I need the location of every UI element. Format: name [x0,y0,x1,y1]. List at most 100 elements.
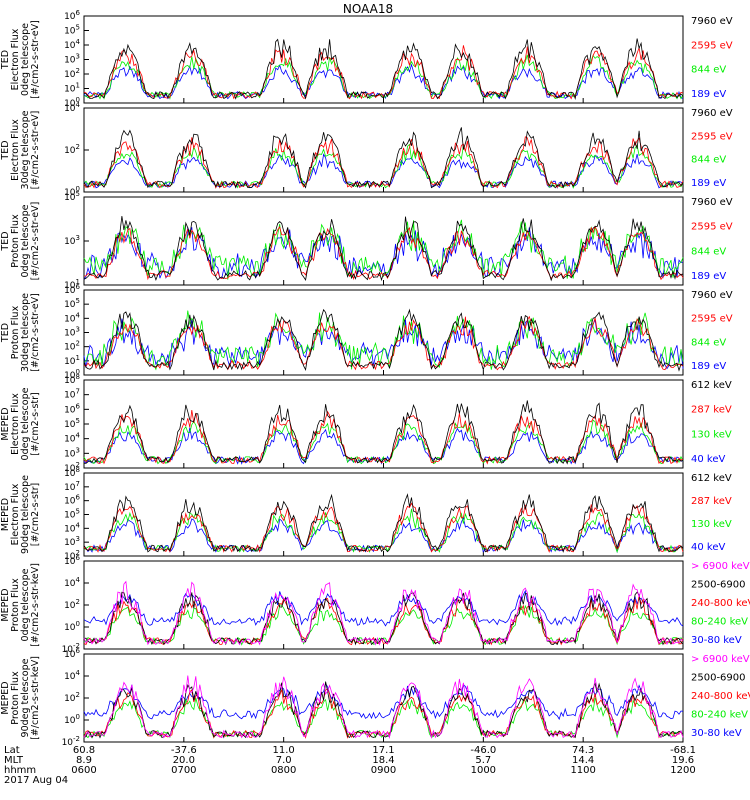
y-tick-label: 106 [64,647,80,660]
series-trace-red [83,688,684,739]
legend-entry: 2595 eV [691,314,733,325]
y-tick-label: 105 [64,24,80,37]
y-tick-label: 101 [64,354,80,367]
y-tick-label: 101 [64,278,80,291]
x-tick-mlt: 8.9 [76,755,92,766]
x-tick-lat: 60.8 [73,745,95,756]
x-tick-mlt: 7.0 [276,755,292,766]
legend-entry: 2595 eV [691,40,733,51]
y-axis-label-line: MEPED [0,681,11,714]
x-tick-lat: -37.6 [171,745,197,756]
panel-frame [83,196,684,286]
y-tick-label: 103 [64,535,80,548]
y-axis-label-line: Proton Flux [10,214,21,268]
y-axis-label-line: 0deg telescope [20,204,31,277]
legend-entry: 7960 eV [691,108,733,119]
y-tick-label: 100 [64,620,80,633]
y-tick-label: 100 [64,185,80,198]
series-trace-blue [83,63,684,100]
y-axis-label: TEDProton Flux0deg telescope[#/cm2-s-str… [0,202,41,281]
y-axis-label-line: 90deg telescope [20,475,31,554]
panel-3: 101 103 105 TEDProton Flux0deg telescope[#/… [0,190,733,291]
legend-entry: 287 keV [691,496,732,507]
y-axis-label-line: 0deg telescope [20,387,31,460]
y-tick-label: 103 [64,234,80,247]
y-tick-label: 100 [64,96,80,109]
x-axis-row-label: Lat [4,745,20,756]
y-axis-label-line: TED [0,140,11,160]
y-axis-label-line: Electron Flux [10,483,21,545]
legend-entry: 844 eV [691,246,726,257]
x-tick-lat: 74.3 [572,745,594,756]
y-tick-label: 106 [64,9,80,22]
legend-entry: 189 eV [691,361,726,372]
y-axis-label-line: Proton Flux [10,671,21,725]
y-tick-label: 102 [64,549,80,562]
series-trace-green [84,54,684,100]
legend-entry: 844 eV [691,65,726,76]
y-tick-label: 102 [64,691,80,704]
y-tick-label: 105 [64,508,80,521]
y-tick-label: 108 [64,466,80,479]
x-axis-row-label: MLT [4,755,24,766]
series-trace-red [83,225,684,281]
y-axis-label-line: MEPED [0,498,11,531]
series-trace-magenta [83,675,684,740]
legend-entry: 287 keV [691,405,732,416]
x-tick-mlt: 20.0 [173,755,195,766]
y-tick-label: 10-2 [62,735,80,748]
legend-entry: 2595 eV [691,222,733,233]
y-tick-label: 103 [64,53,80,66]
y-tick-label: 105 [64,417,80,430]
y-axis-label-line: Proton Flux [10,305,21,359]
panel-frame [83,472,684,557]
y-tick-label: 100 [64,713,80,726]
series-trace-black [83,591,684,646]
y-axis-label-line: MEPED [0,407,11,440]
figure-title: NOAA18 [343,2,393,16]
y-axis-label: TEDProton Flux30deg telescope[#/cm2-s-st… [0,293,41,372]
y-tick-label: 104 [64,311,80,324]
y-axis-label: MEPEDProton Flux90deg telescope[#/cm2-s-… [0,656,41,740]
y-tick-label: 104 [64,101,80,114]
y-axis-label-line: 0deg telescope [20,23,31,96]
y-tick-label: 106 [64,402,80,415]
y-axis-label-line: MEPED [0,588,11,621]
series-trace-black [83,215,684,282]
y-axis-label: MEPEDElectron Flux0deg telescope[#/cm2-s… [0,387,41,460]
x-tick-hhmm: 1200 [670,765,695,776]
x-tick-mlt: 19.6 [672,755,694,766]
legend-entry: 240-800 keV [691,598,750,609]
x-axis-row-label: hhmm [4,765,36,776]
x-tick-mlt: 18.4 [372,755,394,766]
x-tick-lat: 17.1 [372,745,394,756]
series-trace-red [83,136,684,189]
series-trace-green [83,310,684,371]
y-axis-label-line: Proton Flux [10,578,21,632]
y-tick-label: 100 [64,368,80,381]
y-tick-label: 104 [64,432,80,445]
series-trace-magenta [83,580,684,646]
legend-entry: 189 eV [691,178,726,189]
legend-entry: 612 keV [691,473,732,484]
x-tick-hhmm: 0800 [271,765,296,776]
legend-entry: 612 keV [691,380,732,391]
y-axis-label: MEPEDElectron Flux90deg telescope[#/cm2-… [0,475,41,554]
legend-entry: 130 keV [691,519,732,530]
series-trace-black [83,308,684,372]
y-axis-label-line: [#/cm2-s-str-eV] [30,111,41,190]
panel-2: 100 102 104 TEDElectron Flux30deg telescope… [0,101,733,198]
panel-8: 10-2 100 102 104 106 MEPEDProton Flux90deg te… [0,647,750,748]
y-tick-label: 104 [64,669,80,682]
legend-entry: 240-800 keV [691,691,750,702]
series-trace-blue [83,153,684,189]
y-axis-label: MEPEDProton Flux0deg telescope[#/cm2-s-s… [0,563,41,647]
series-trace-black [83,38,684,100]
series-trace-black [83,493,684,553]
y-axis-label-line: [#/cm2-s-str-eV] [30,202,41,281]
x-tick-mlt: 5.7 [475,755,491,766]
series-trace-red [83,594,684,646]
